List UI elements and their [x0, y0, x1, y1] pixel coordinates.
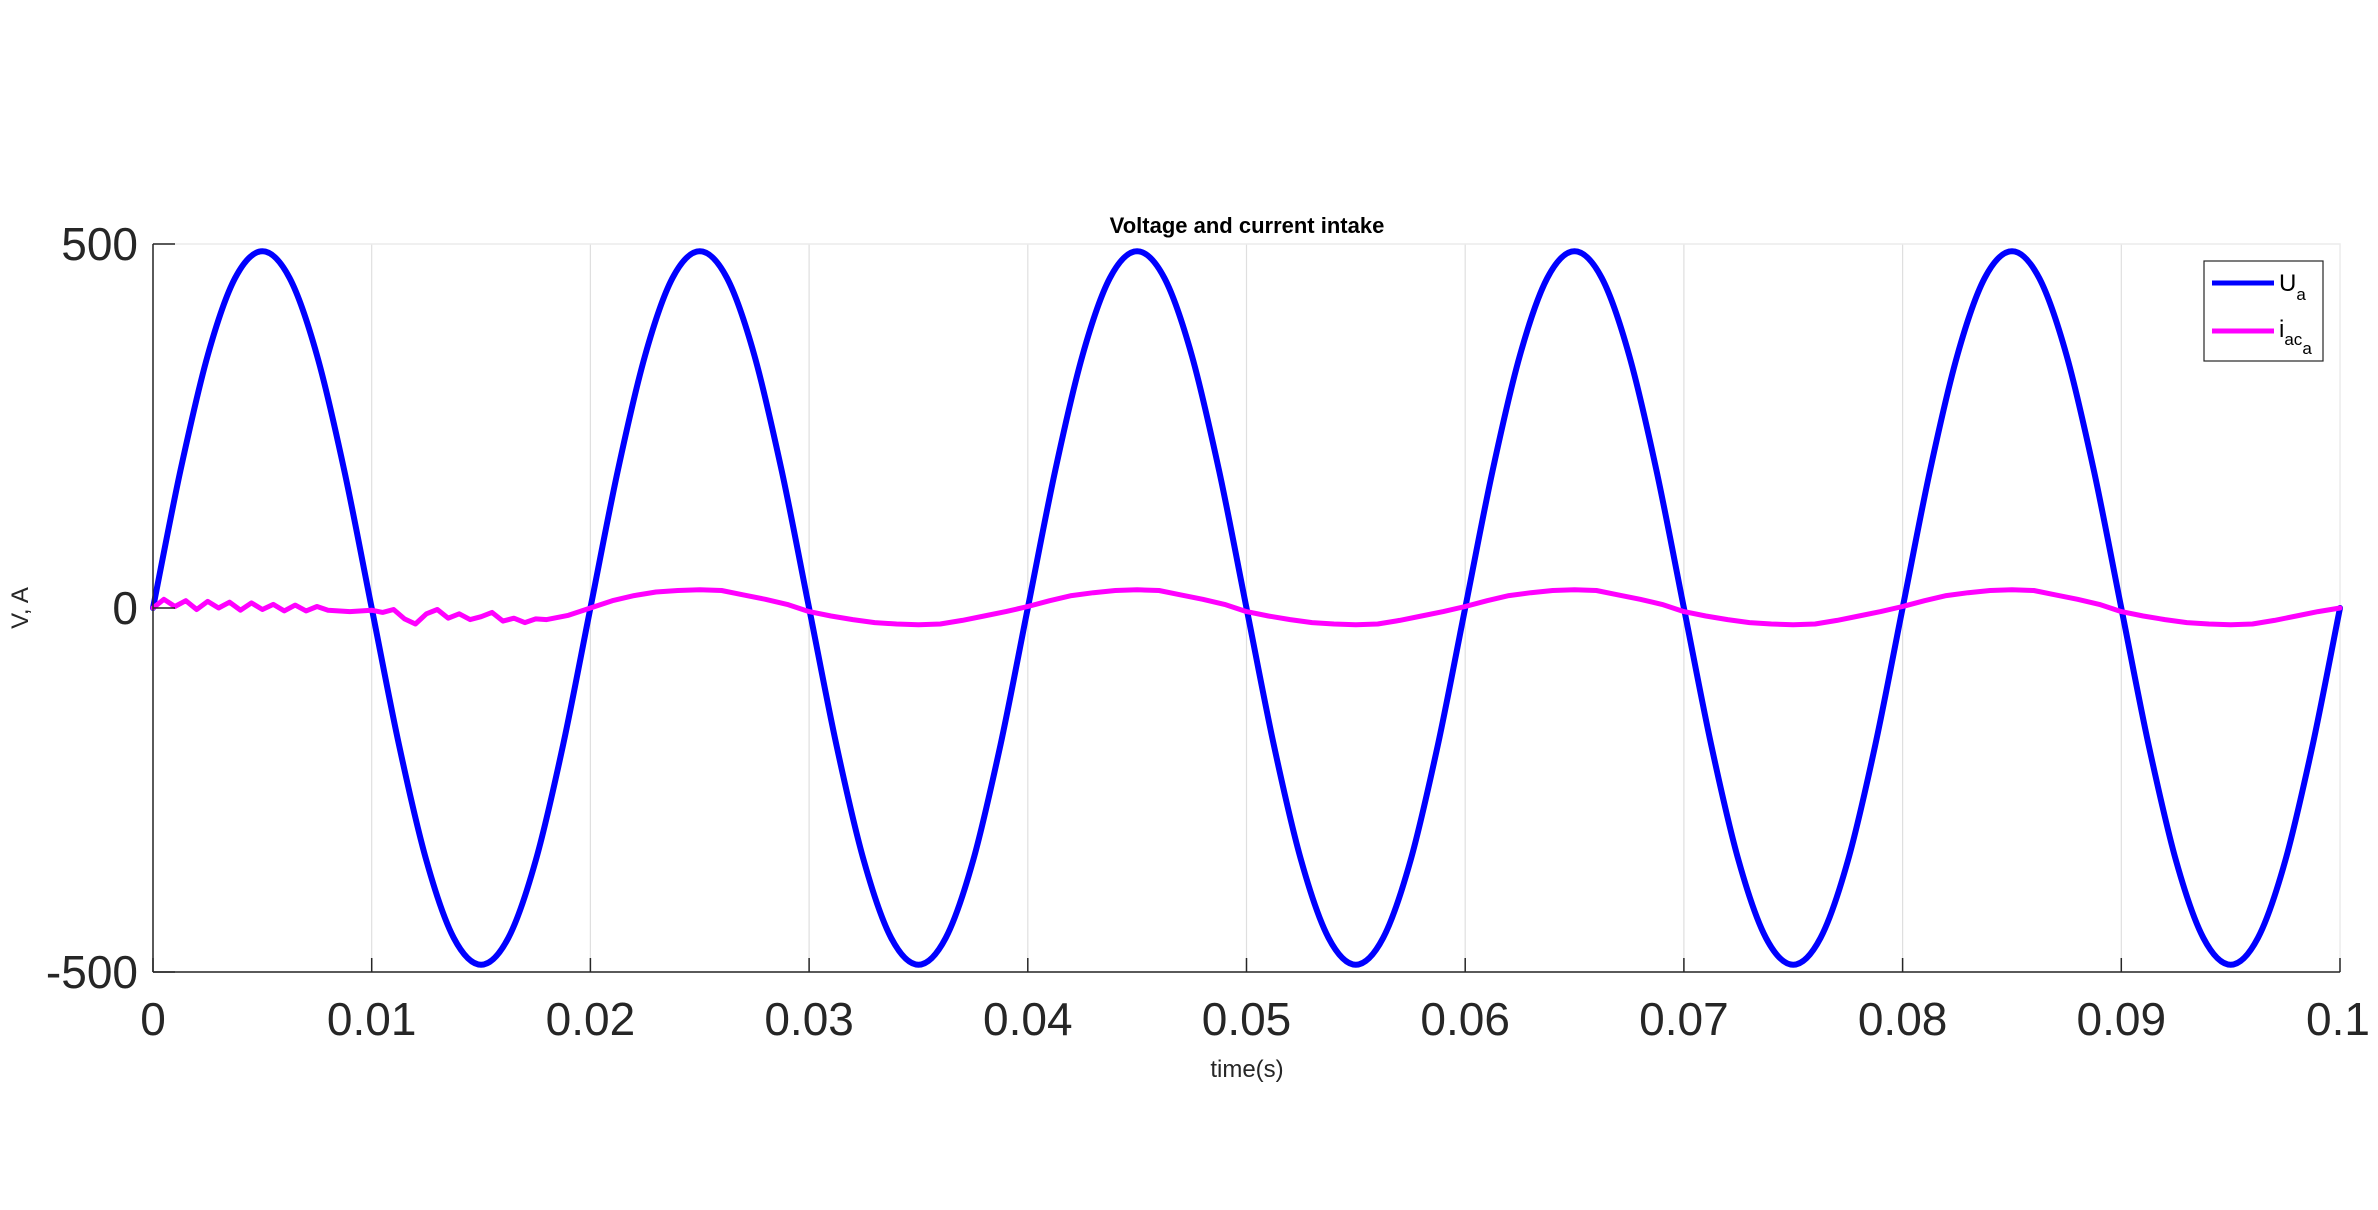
chart-title: Voltage and current intake — [1110, 213, 1385, 238]
legend-current-sub: ac — [2284, 330, 2302, 349]
x-tick-label: 0.1 — [2306, 993, 2370, 1045]
y-ticks: -500 0 500 — [46, 218, 175, 998]
legend-current-subsub: a — [2302, 339, 2312, 358]
x-ticks: 0 0.01 0.02 0.03 0.04 0.05 0.06 0.07 0.08 0.09 0.1 — [140, 958, 2370, 1045]
x-tick-label: 0.07 — [1639, 993, 1729, 1045]
x-tick-label: 0.04 — [983, 993, 1073, 1045]
y-axis-label: V, A — [7, 587, 34, 629]
legend-current-main: i — [2279, 316, 2284, 343]
series-line-voltage — [150, 248, 2343, 968]
legend-voltage-main: U — [2279, 270, 2296, 297]
x-tick-label: 0.06 — [1420, 993, 1510, 1045]
x-tick-label: 0 — [140, 993, 166, 1045]
legend-box — [2203, 260, 2324, 362]
y-tick-label: 0 — [112, 582, 138, 634]
legend-voltage-sub: a — [2296, 285, 2306, 304]
series-layer — [150, 248, 2343, 968]
x-tick-label: 0.05 — [1202, 993, 1292, 1045]
legend-entry-voltage: Ua — [2279, 270, 2306, 304]
legend: Ua iaca — [2203, 260, 2324, 362]
y-tick-label: -500 — [46, 946, 138, 998]
x-tick-label: 0.01 — [327, 993, 417, 1045]
x-tick-label: 0.08 — [1858, 993, 1948, 1045]
y-tick-label: 500 — [61, 218, 138, 270]
series-line-current — [150, 587, 2343, 628]
x-tick-label: 0.03 — [764, 993, 854, 1045]
x-axis-label: time(s) — [1210, 1056, 1283, 1083]
legend-entry-current: iaca — [2279, 316, 2312, 358]
x-tick-label: 0.09 — [2077, 993, 2167, 1045]
x-tick-label: 0.02 — [546, 993, 636, 1045]
